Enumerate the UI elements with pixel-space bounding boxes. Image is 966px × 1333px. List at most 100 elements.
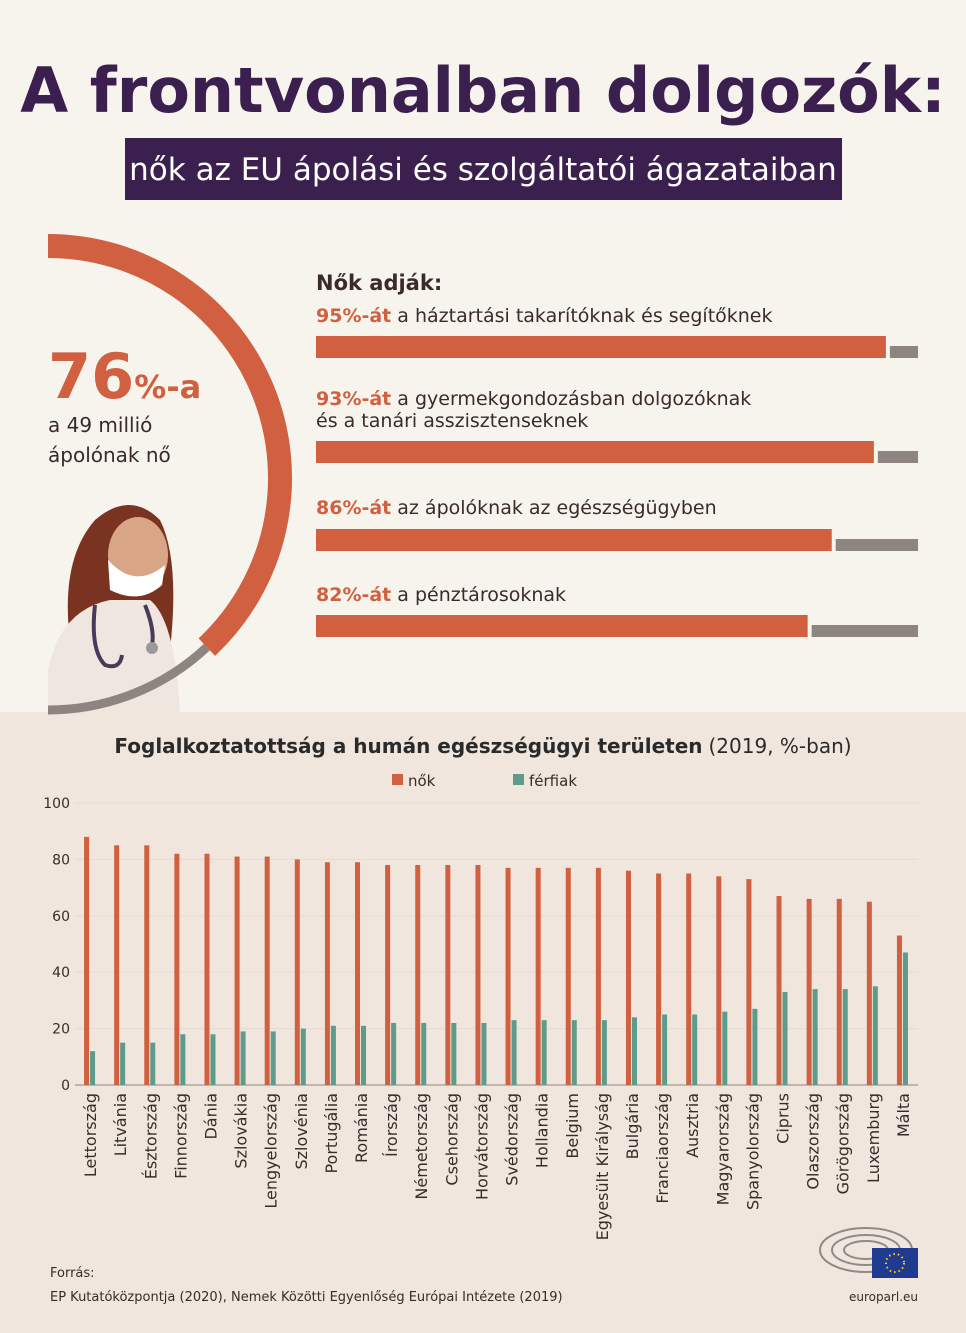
bar (686, 873, 692, 1085)
y-tick-label: 20 (52, 1022, 70, 1038)
share-value-label: 93%-át (316, 388, 391, 410)
title: A frontvonalban dolgozók: (20, 54, 946, 127)
x-tick-label: Ausztria (683, 1093, 702, 1158)
share-text: a pénztárosoknak (397, 584, 566, 606)
share-label: 82%-át a pénztárosoknak (316, 584, 566, 606)
y-tick-label: 0 (61, 1078, 70, 1094)
bar (415, 865, 421, 1085)
x-tick-label: Csehország (442, 1093, 461, 1186)
x-tick-label: Dánia (201, 1093, 220, 1140)
share-remainder (877, 451, 918, 463)
donut-arc (47, 234, 292, 656)
bar (722, 1011, 728, 1085)
x-tick-label: Finnország (171, 1093, 190, 1179)
bar (180, 1034, 186, 1085)
subtitle-banner (125, 138, 842, 200)
x-tick-label: Hollandia (533, 1093, 552, 1168)
share-bar (316, 615, 808, 637)
share-text: és a tanári asszisztenseknek (316, 410, 588, 432)
bar (451, 1022, 457, 1085)
bar (806, 898, 812, 1085)
donut-remainder (47, 643, 210, 715)
donut-text: a 49 millió (48, 413, 152, 437)
bar (662, 1014, 668, 1085)
bar (385, 865, 391, 1085)
bar (631, 1017, 637, 1085)
x-tick-label: Németország (412, 1093, 431, 1200)
x-tick-label: Szlovákia (232, 1093, 251, 1169)
bar (782, 991, 788, 1085)
donut-value: 76%-a (48, 340, 201, 413)
bar (421, 1022, 427, 1085)
bar (204, 853, 210, 1085)
share-remainder (889, 346, 918, 358)
x-tick-label: Belgium (563, 1093, 582, 1159)
x-tick-label: Egyesült Királyság (593, 1093, 612, 1240)
bar (355, 862, 361, 1085)
bar (174, 853, 180, 1085)
bar (445, 865, 451, 1085)
bar (902, 952, 908, 1085)
ep-logo (819, 1227, 918, 1278)
donut-text: ápolónak nő (48, 443, 171, 467)
bar (746, 879, 752, 1085)
x-tick-label: Málta (894, 1093, 913, 1137)
x-tick-label: Luxemburg (864, 1093, 883, 1183)
y-tick-label: 80 (52, 852, 70, 868)
source: EP Kutatóközpontja (2020), Nemek Közötti… (50, 1290, 563, 1305)
legend-label: férfiak (529, 772, 577, 790)
bar (240, 1031, 246, 1085)
bar (270, 1031, 276, 1085)
bar (300, 1028, 306, 1085)
bar (210, 1034, 216, 1085)
chart-title: Foglalkoztatottság a humán egészségügyi … (114, 734, 851, 758)
y-tick-label: 40 (52, 965, 70, 981)
bar (836, 898, 842, 1085)
bar (776, 896, 782, 1085)
x-tick-label: Görögország (834, 1093, 853, 1194)
y-tick-label: 100 (43, 796, 70, 812)
share-label: 93%-át a gyermekgondozásban dolgozóknak (316, 388, 751, 410)
bar (595, 867, 601, 1085)
bar (234, 856, 240, 1085)
share-value-label: 82%-át (316, 584, 391, 606)
lower-background (0, 712, 966, 1333)
donut-suffix: %-a (134, 368, 201, 406)
x-tick-label: Litvánia (111, 1093, 130, 1156)
bar (150, 1042, 156, 1085)
x-tick-label: Portugália (322, 1093, 341, 1174)
share-remainder (835, 539, 918, 551)
bar (475, 865, 481, 1085)
bar (330, 1025, 336, 1085)
share-value-label: 86%-át (316, 497, 391, 519)
chart-title-main: Foglalkoztatottság a humán egészségügyi … (114, 734, 702, 758)
x-tick-label: Románia (352, 1093, 371, 1163)
share-label: 95%-át a háztartási takarítóknak és segít… (316, 305, 773, 327)
bar (120, 1042, 126, 1085)
bar (391, 1022, 397, 1085)
x-tick-label: Franciaország (653, 1093, 672, 1204)
x-tick-label: Magyarország (713, 1093, 732, 1205)
bar (361, 1025, 367, 1085)
share-value-label: 95%-át (316, 305, 391, 327)
bar (294, 859, 300, 1085)
bar (752, 1008, 758, 1085)
bar (114, 845, 120, 1085)
legend-swatch (392, 774, 403, 785)
x-tick-label: Írország (382, 1093, 401, 1157)
bar (264, 856, 270, 1085)
legend-label: nők (408, 772, 436, 790)
x-tick-label: Szlovénia (292, 1093, 311, 1170)
bar (866, 901, 872, 1085)
subtitle: nők az EU ápolási és szolgáltatói ágazat… (129, 152, 837, 188)
chart-subtitle: (2019, %-ban) (709, 734, 852, 758)
share-bar (316, 529, 832, 551)
bar (84, 836, 90, 1085)
x-tick-label: Spanyolország (743, 1093, 762, 1210)
bar (812, 989, 818, 1085)
bar (144, 845, 150, 1085)
x-tick-label: Olaszország (804, 1093, 823, 1190)
x-tick-label: Ciprus (774, 1093, 793, 1144)
